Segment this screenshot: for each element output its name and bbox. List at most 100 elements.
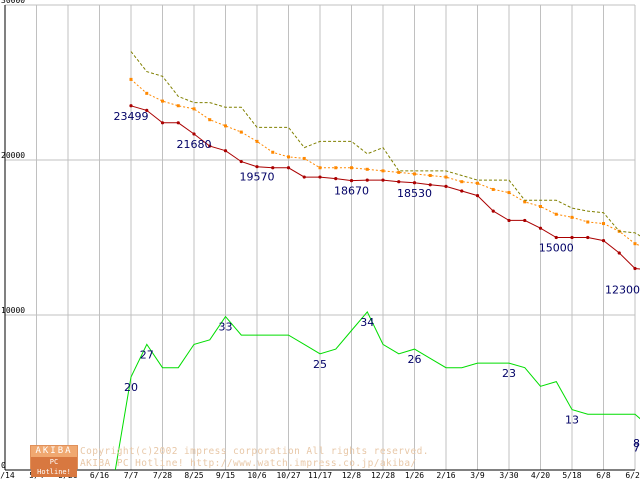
data-point-price-average — [539, 205, 542, 208]
data-label: 34 — [360, 316, 374, 329]
data-point-price-low — [381, 178, 385, 182]
data-label: 7 — [633, 441, 640, 454]
data-point-price-average — [287, 155, 290, 159]
data-point-price-low — [412, 181, 417, 185]
data-label: 23499 — [114, 110, 149, 123]
data-point-price-average — [476, 181, 479, 185]
x-tick-label: 5/18 — [562, 471, 581, 480]
data-point-price-low — [460, 189, 464, 193]
data-point-price-low — [617, 251, 621, 255]
x-tick-label: 9/15 — [216, 471, 235, 480]
data-point-price-low — [286, 166, 291, 170]
x-tick-label: 10/27 — [276, 471, 300, 480]
data-point-price-average — [413, 172, 416, 176]
data-point-price-average — [255, 139, 259, 143]
data-point-price-low — [318, 175, 322, 179]
x-tick-label: 7/7 — [124, 471, 139, 480]
data-label: 20 — [124, 381, 138, 394]
data-point-price-low — [523, 218, 527, 223]
data-point-price-average — [271, 150, 275, 154]
data-label: 25 — [313, 358, 327, 371]
x-tick-label: 7/28 — [153, 471, 172, 480]
x-tick-label: 4/20 — [531, 471, 550, 480]
data-label: 26 — [408, 353, 422, 366]
data-point-price-average — [334, 166, 338, 170]
data-point-price-average — [145, 91, 149, 95]
data-point-price-average — [129, 77, 133, 81]
data-point-price-average — [381, 169, 385, 173]
data-point-price-low — [554, 235, 558, 240]
data-point-price-average — [523, 200, 527, 204]
data-point-price-low — [633, 266, 637, 271]
data-point-price-low — [444, 184, 448, 188]
data-label: 19570 — [240, 171, 275, 184]
logo-line1: AKIBA — [35, 446, 73, 456]
x-tick-label: 11/17 — [308, 471, 332, 480]
data-point-price-low — [334, 177, 338, 181]
data-point-price-average — [318, 166, 322, 170]
data-point-price-low — [538, 226, 543, 230]
data-point-price-low — [192, 132, 196, 136]
x-tick-label: 8/25 — [184, 471, 203, 480]
y-tick-labels: 0 10000 20000 30000 — [1, 0, 25, 470]
data-label: 12300 — [605, 283, 640, 296]
data-point-price-average — [460, 180, 464, 184]
data-point-price-low — [349, 179, 354, 183]
grid-lines — [4, 4, 636, 471]
data-point-price-average — [586, 220, 590, 224]
x-tick-label: 1/26 — [405, 471, 424, 480]
data-point-price-average — [365, 167, 369, 171]
data-point-price-low — [271, 166, 275, 170]
series-line-price-high — [130, 51, 640, 237]
data-point-price-average — [224, 124, 227, 128]
data-point-price-low — [176, 121, 180, 125]
data-point-price-low — [208, 144, 212, 148]
data-point-price-average — [633, 242, 637, 246]
data-point-price-low — [491, 209, 495, 213]
data-point-price-low — [365, 178, 369, 182]
data-point-price-low — [601, 239, 606, 243]
data-point-price-average — [491, 187, 495, 191]
data-label: 15000 — [539, 242, 574, 255]
series-line-shop-count — [114, 310, 640, 471]
data-point-price-low — [302, 175, 306, 179]
x-tick-label: 6/16 — [90, 471, 109, 480]
data-point-price-low — [428, 183, 432, 187]
y-tick-label: 10000 — [1, 306, 25, 315]
data-point-price-average — [444, 175, 448, 179]
data-label: 21680 — [177, 138, 212, 151]
x-tick-label: 6/29 — [625, 471, 640, 480]
data-point-price-average — [570, 215, 574, 219]
data-label: 33 — [219, 321, 233, 334]
data-label: 13 — [565, 414, 579, 427]
akiba-logo: AKIBA PC Hotline! — [30, 445, 78, 477]
data-point-price-average — [239, 130, 243, 134]
x-tick-label: 12/28 — [371, 471, 395, 480]
data-point-price-low — [586, 235, 590, 240]
data-point-price-low — [239, 159, 243, 164]
data-label: 18670 — [334, 185, 369, 198]
data-point-price-average — [350, 166, 353, 170]
data-point-price-average — [428, 174, 432, 177]
data-point-price-average — [302, 156, 306, 160]
x-tick-label: 3/30 — [499, 471, 518, 480]
x-tick-label: 2/16 — [436, 471, 455, 480]
logo-line2: PC Hotline! — [31, 457, 77, 477]
data-point-price-average — [161, 99, 164, 103]
data-point-price-average — [397, 170, 401, 174]
data-point-price-average — [192, 107, 196, 111]
data-label: 27 — [140, 348, 154, 361]
data-point-price-average — [602, 222, 605, 226]
data-point-price-average — [208, 118, 212, 122]
x-tick-label: 4/14 — [0, 471, 15, 480]
data-point-price-low — [129, 104, 133, 108]
data-labels: 23499 21680 19570 18670 18530 15000 12300 20 27 3… — [114, 110, 640, 455]
data-point-price-low — [145, 108, 149, 112]
data-point-price-low — [397, 180, 401, 184]
data-point-price-average — [507, 191, 511, 195]
x-tick-label: 6/8 — [596, 471, 611, 480]
axes — [4, 5, 635, 471]
data-point-price-average — [176, 104, 180, 108]
data-label: 8 — [633, 437, 640, 450]
